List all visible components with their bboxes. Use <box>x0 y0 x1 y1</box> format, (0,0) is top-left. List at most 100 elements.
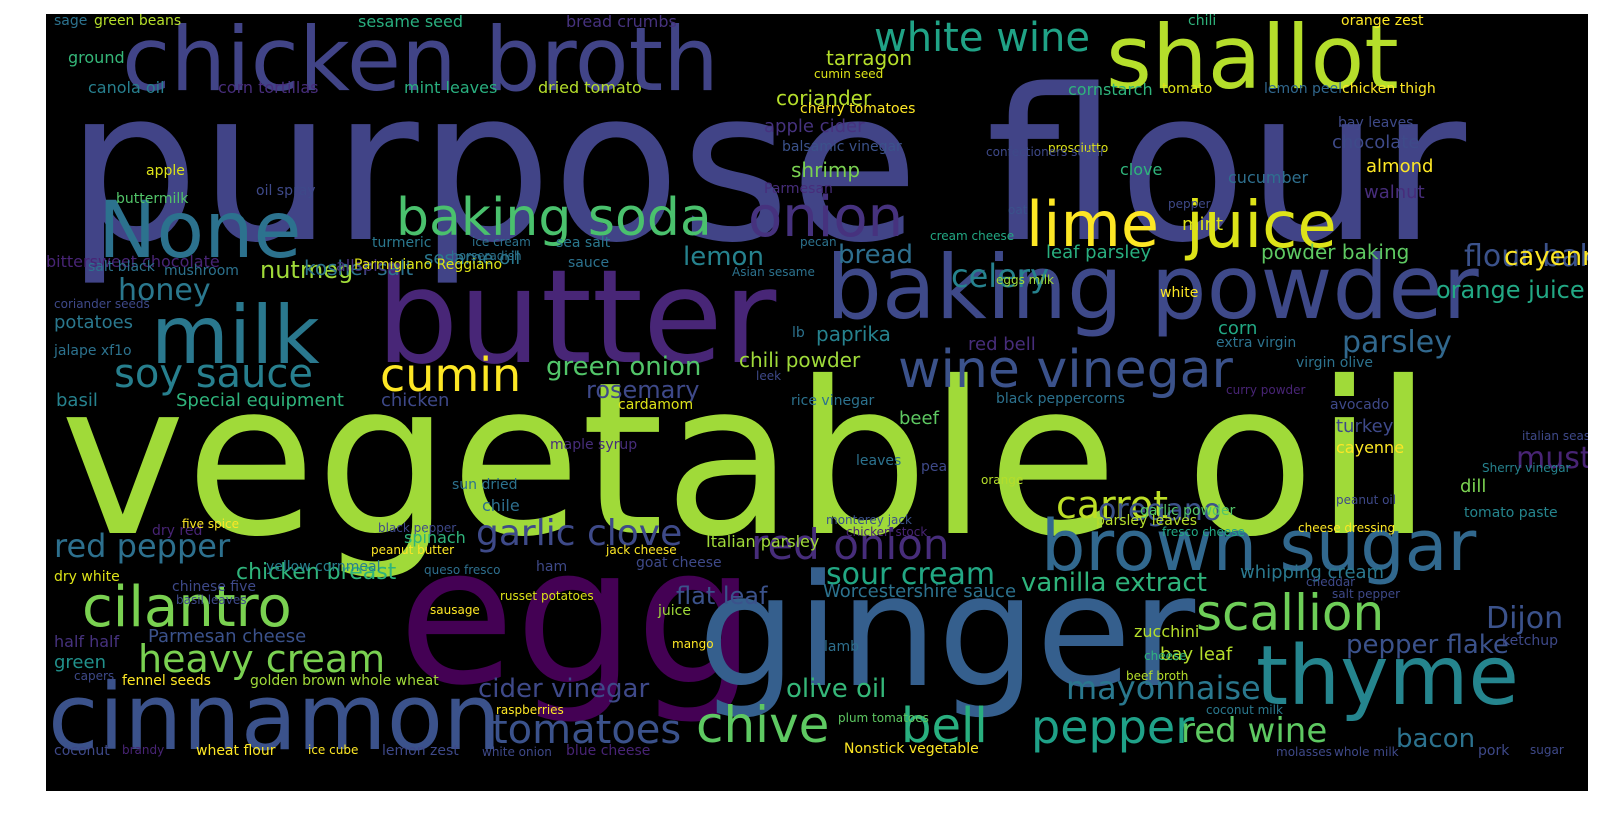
word: salt pepper <box>1332 587 1401 601</box>
word: garlic powder <box>1140 503 1236 519</box>
word: allspice <box>336 256 397 275</box>
word: fennel seeds <box>122 673 211 689</box>
word: kosher salt <box>304 256 414 280</box>
word: dry red <box>152 523 203 539</box>
word: beef broth <box>1126 669 1189 683</box>
word: Nonstick vegetable <box>844 741 979 757</box>
word: yellow cornmeal <box>266 559 381 575</box>
word: cornstarch <box>1068 80 1153 99</box>
word: chili <box>1188 14 1217 29</box>
word: sea salt <box>556 235 611 251</box>
word: juice <box>658 603 691 619</box>
word: sesame seed <box>358 14 464 31</box>
word: cucumber <box>1228 168 1309 187</box>
word: dry white <box>54 569 120 585</box>
word: turkey <box>1336 416 1394 437</box>
word: basil leaves <box>176 593 247 607</box>
word: nutmeg <box>260 256 354 284</box>
word: green onion <box>546 352 702 382</box>
word: balsamic vinegar <box>782 139 902 155</box>
word: garlic clove <box>476 513 683 554</box>
word: chicken broth <box>122 14 719 111</box>
word: thyme <box>1256 629 1519 724</box>
word: red wine <box>1181 711 1328 751</box>
word-cloud: purpose flour vegetable oil egg ginger b… <box>46 14 1588 791</box>
word: mint <box>1182 214 1224 235</box>
word: cumin seed <box>814 67 884 81</box>
word: bell <box>901 698 988 754</box>
word: parsley leaves <box>1096 513 1198 529</box>
word: coconut milk <box>1206 703 1283 717</box>
word: plum tomatoes <box>838 711 929 725</box>
word: oil spray <box>256 183 316 199</box>
word: Italian parsley <box>706 532 820 551</box>
word: whole milk <box>1334 745 1399 759</box>
word: almond <box>1366 156 1434 177</box>
word: bay leaf <box>1160 644 1233 665</box>
word: bread crumbs <box>566 14 677 31</box>
word: bread <box>838 240 914 270</box>
word: prosciutto <box>1048 141 1109 155</box>
word: lemon peel <box>1264 81 1343 97</box>
word: curry powder <box>1226 383 1306 397</box>
word: red onion <box>751 520 950 569</box>
word: purpose flour <box>66 44 1467 289</box>
word: cilantro <box>82 575 292 640</box>
word: mango <box>672 637 714 651</box>
word: cheese dressing <box>1298 521 1396 535</box>
word: whipping cream <box>1240 562 1385 583</box>
word: jalape xf1o <box>54 343 132 359</box>
word: bittersweet chocolate <box>46 252 220 271</box>
word: sage <box>54 14 88 29</box>
word: pepper flake <box>1346 630 1509 660</box>
word: lamb <box>824 639 859 655</box>
word: confectioners sugar <box>986 145 1105 159</box>
word: Dijon <box>1486 601 1564 636</box>
word: vegetable oil <box>60 336 1433 583</box>
word: cream cheese <box>930 229 1015 243</box>
word: leaf parsley <box>1046 242 1152 263</box>
word: corn <box>1218 318 1258 339</box>
word: walnut <box>1364 182 1425 203</box>
word: queso fresco <box>424 563 501 577</box>
word: cherry tomatoes <box>800 101 916 117</box>
word: carrot <box>1056 483 1169 527</box>
word: lb <box>792 325 805 341</box>
word: black pepper <box>378 521 457 535</box>
word: shallot <box>1106 14 1399 109</box>
word: pepper <box>1031 700 1195 754</box>
word: italian seasoning <box>1522 429 1588 443</box>
word: tomato <box>1162 81 1213 97</box>
word: apple <box>146 163 185 179</box>
word: red bell <box>968 334 1036 355</box>
word: corn tortillas <box>218 78 319 97</box>
word: celery <box>951 257 1049 295</box>
word: Sherry vinegar <box>1482 461 1571 475</box>
word: tomatoes <box>492 707 682 753</box>
word: sauce <box>568 255 610 271</box>
word: cheddar <box>1306 575 1356 589</box>
word: lemon zest <box>382 743 459 759</box>
word: dried tomato <box>538 78 642 97</box>
word: parsley <box>1342 325 1452 360</box>
word: coriander seeds <box>54 297 150 311</box>
word: oat <box>1008 203 1028 217</box>
word: shrimp <box>791 158 861 182</box>
word: Parmesan <box>764 181 833 197</box>
word: mustard <box>1516 441 1588 476</box>
word: paprika <box>816 322 891 346</box>
word: ginger <box>698 541 1196 722</box>
word: raspberries <box>496 703 564 717</box>
word: ground <box>68 48 125 67</box>
word: virgin olive <box>1296 355 1374 371</box>
word: russet potatoes <box>500 589 594 603</box>
word: cinnamon <box>48 664 502 771</box>
word: salt black <box>88 259 155 275</box>
word: capers <box>74 669 115 683</box>
word: green <box>54 652 106 673</box>
word: golden brown whole wheat <box>250 673 439 689</box>
word: None <box>98 186 302 276</box>
word: wheat flour <box>196 743 276 759</box>
word: sugar <box>1530 743 1564 757</box>
word: extra virgin <box>1216 335 1297 351</box>
